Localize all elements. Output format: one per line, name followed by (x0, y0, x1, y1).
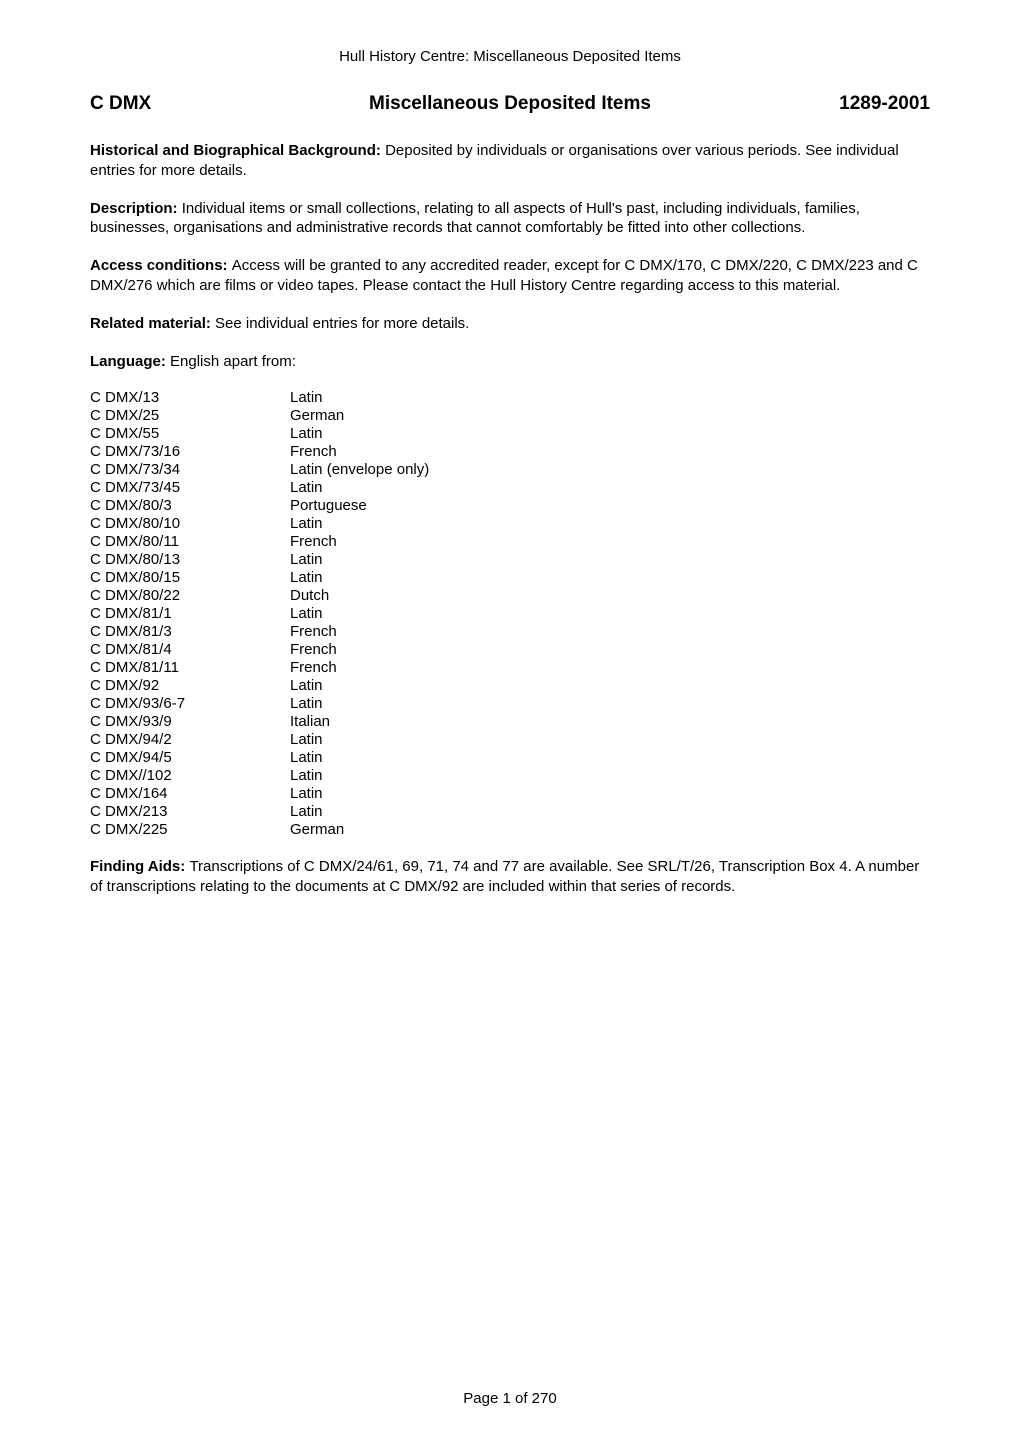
cell-language: French (290, 659, 429, 677)
label-language: Language: (90, 353, 170, 370)
table-row: C DMX/13Latin (90, 389, 429, 407)
table-row: C DMX/73/34Latin (envelope only) (90, 461, 429, 479)
table-row: C DMX/55Latin (90, 425, 429, 443)
para-access-conditions: Access conditions: Access will be grante… (90, 256, 930, 296)
text-language: English apart from: (170, 353, 296, 370)
table-row: C DMX/80/22Dutch (90, 587, 429, 605)
cell-language: Dutch (290, 587, 429, 605)
cell-language: French (290, 533, 429, 551)
label-related-material: Related material: (90, 315, 215, 332)
cell-language: Latin (290, 569, 429, 587)
title-date-range: 1289-2001 (790, 93, 930, 115)
cell-code: C DMX//102 (90, 767, 290, 785)
cell-code: C DMX/25 (90, 407, 290, 425)
cell-code: C DMX/164 (90, 785, 290, 803)
table-row: C DMX//102Latin (90, 767, 429, 785)
cell-language: German (290, 821, 429, 839)
table-row: C DMX/73/16French (90, 443, 429, 461)
table-row: C DMX/213Latin (90, 803, 429, 821)
para-historical-background: Historical and Biographical Background: … (90, 141, 930, 181)
table-row: C DMX/80/13Latin (90, 551, 429, 569)
cell-language: Latin (290, 749, 429, 767)
table-row: C DMX/164Latin (90, 785, 429, 803)
page-footer: Page 1 of 270 (0, 1390, 1020, 1407)
cell-code: C DMX/73/16 (90, 443, 290, 461)
cell-language: Latin (290, 785, 429, 803)
label-historical-background: Historical and Biographical Background: (90, 142, 385, 159)
cell-code: C DMX/80/3 (90, 497, 290, 515)
table-row: C DMX/225German (90, 821, 429, 839)
cell-code: C DMX/80/10 (90, 515, 290, 533)
cell-language: German (290, 407, 429, 425)
cell-language: Latin (290, 677, 429, 695)
table-row: C DMX/25German (90, 407, 429, 425)
cell-code: C DMX/73/34 (90, 461, 290, 479)
cell-code: C DMX/73/45 (90, 479, 290, 497)
cell-code: C DMX/93/6-7 (90, 695, 290, 713)
cell-code: C DMX/81/1 (90, 605, 290, 623)
cell-code: C DMX/13 (90, 389, 290, 407)
title-main: Miscellaneous Deposited Items (230, 93, 790, 115)
table-row: C DMX/94/5Latin (90, 749, 429, 767)
cell-code: C DMX/81/3 (90, 623, 290, 641)
para-finding-aids: Finding Aids: Transcriptions of C DMX/24… (90, 857, 930, 897)
title-code: C DMX (90, 93, 230, 115)
text-description: Individual items or small collections, r… (90, 200, 860, 237)
cell-language: Latin (envelope only) (290, 461, 429, 479)
cell-code: C DMX/80/22 (90, 587, 290, 605)
cell-language: Latin (290, 803, 429, 821)
cell-code: C DMX/225 (90, 821, 290, 839)
cell-language: Latin (290, 515, 429, 533)
cell-language: Italian (290, 713, 429, 731)
cell-code: C DMX/80/15 (90, 569, 290, 587)
language-table: C DMX/13LatinC DMX/25GermanC DMX/55Latin… (90, 389, 429, 839)
para-language: Language: English apart from: (90, 352, 930, 372)
label-description: Description: (90, 200, 182, 217)
cell-code: C DMX/55 (90, 425, 290, 443)
label-finding-aids: Finding Aids: (90, 858, 189, 875)
label-access-conditions: Access conditions: (90, 257, 232, 274)
table-row: C DMX/80/10Latin (90, 515, 429, 533)
table-row: C DMX/81/11French (90, 659, 429, 677)
cell-language: Latin (290, 731, 429, 749)
cell-code: C DMX/80/13 (90, 551, 290, 569)
table-row: C DMX/93/9Italian (90, 713, 429, 731)
cell-language: French (290, 641, 429, 659)
cell-language: French (290, 623, 429, 641)
cell-code: C DMX/81/11 (90, 659, 290, 677)
cell-language: French (290, 443, 429, 461)
table-row: C DMX/81/3French (90, 623, 429, 641)
cell-code: C DMX/94/5 (90, 749, 290, 767)
table-row: C DMX/92Latin (90, 677, 429, 695)
cell-language: Latin (290, 425, 429, 443)
cell-code: C DMX/80/11 (90, 533, 290, 551)
cell-code: C DMX/93/9 (90, 713, 290, 731)
title-row: C DMX Miscellaneous Deposited Items 1289… (90, 93, 930, 115)
cell-code: C DMX/92 (90, 677, 290, 695)
text-finding-aids: Transcriptions of C DMX/24/61, 69, 71, 7… (90, 858, 919, 895)
cell-language: Latin (290, 605, 429, 623)
cell-language: Portuguese (290, 497, 429, 515)
cell-code: C DMX/213 (90, 803, 290, 821)
table-row: C DMX/81/1Latin (90, 605, 429, 623)
running-head: Hull History Centre: Miscellaneous Depos… (90, 48, 930, 65)
table-row: C DMX/81/4French (90, 641, 429, 659)
table-row: C DMX/80/11French (90, 533, 429, 551)
cell-language: Latin (290, 551, 429, 569)
table-row: C DMX/80/3Portuguese (90, 497, 429, 515)
cell-language: Latin (290, 695, 429, 713)
cell-language: Latin (290, 767, 429, 785)
table-row: C DMX/73/45Latin (90, 479, 429, 497)
cell-code: C DMX/81/4 (90, 641, 290, 659)
table-row: C DMX/80/15Latin (90, 569, 429, 587)
table-row: C DMX/94/2Latin (90, 731, 429, 749)
table-row: C DMX/93/6-7Latin (90, 695, 429, 713)
cell-language: Latin (290, 479, 429, 497)
cell-language: Latin (290, 389, 429, 407)
para-description: Description: Individual items or small c… (90, 199, 930, 239)
para-related-material: Related material: See individual entries… (90, 314, 930, 334)
cell-code: C DMX/94/2 (90, 731, 290, 749)
text-related-material: See individual entries for more details. (215, 315, 469, 332)
